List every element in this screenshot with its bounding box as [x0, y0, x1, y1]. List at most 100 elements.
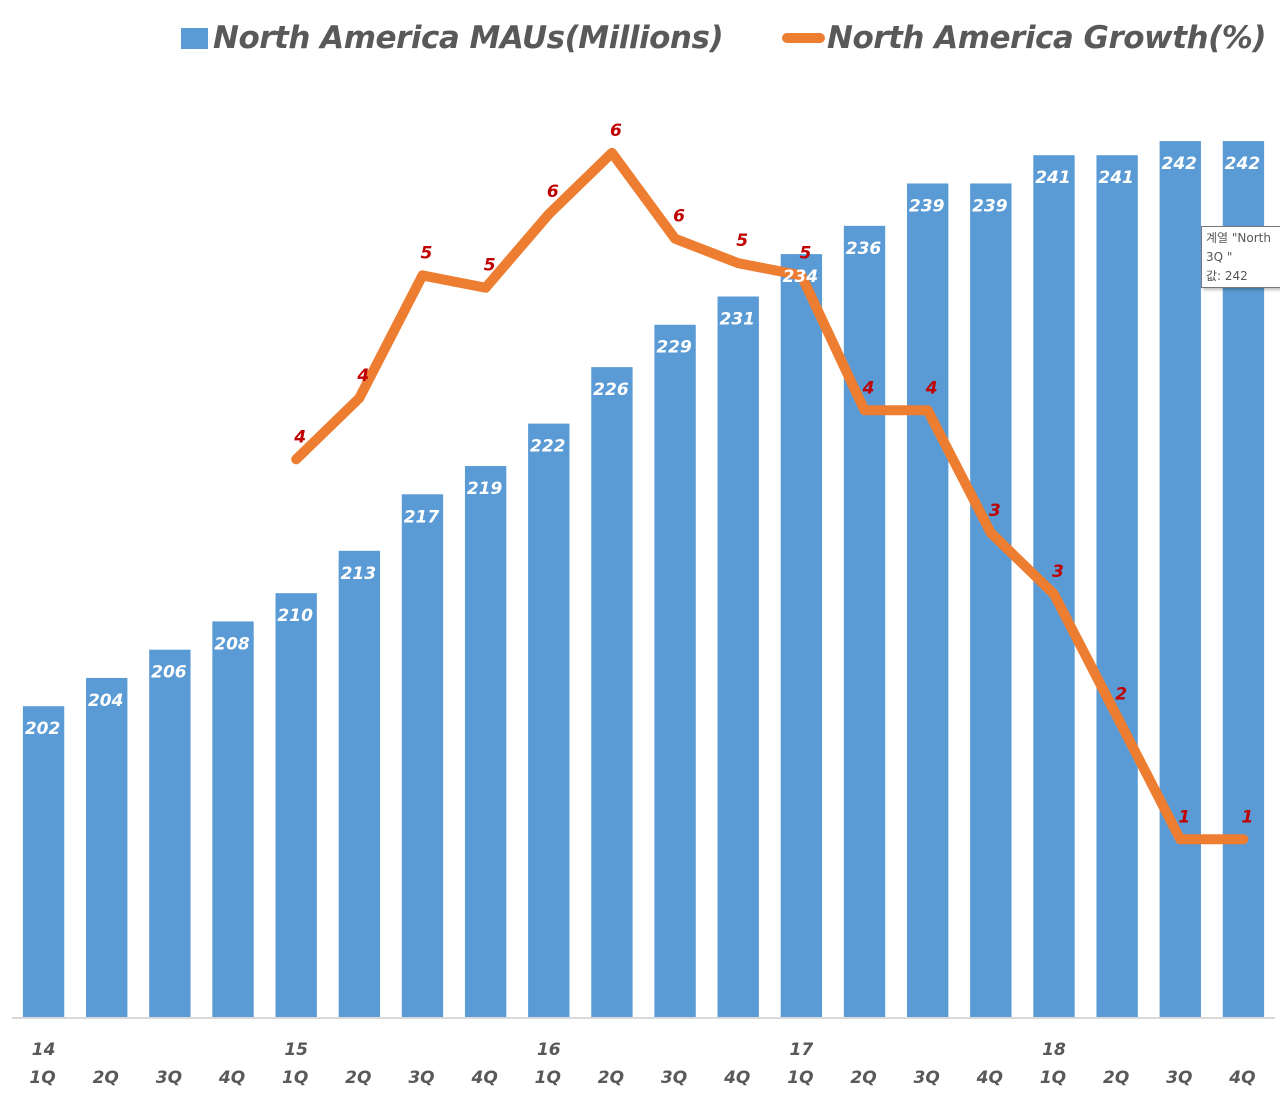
line-value-label: 5: [736, 231, 748, 251]
x-tick-quarter: 2Q: [93, 1068, 119, 1088]
x-tick-quarter: 3Q: [661, 1068, 687, 1088]
bar-value-label: 239: [909, 196, 945, 216]
bar-value-label: 229: [656, 338, 692, 358]
line-point[interactable]: [733, 258, 743, 268]
legend-swatch-bar-icon: [181, 27, 208, 49]
line-data-labels: 4 4 5 5 6 6 6 5 5 4 4 3 3 2 1 1: [293, 121, 1253, 827]
legend-item-mau[interactable]: North America MAUs(Millions): [181, 20, 724, 56]
line-value-label: 5: [799, 243, 811, 263]
x-axis-ticks: 1Q 14 2Q 3Q 4Q 1Q 15 2Q 3Q 4Q 1Q 16 2Q 3Q 4Q 1Q 17 2Q 3Q 4Q…: [29, 1040, 1255, 1088]
bar[interactable]: [654, 324, 696, 1017]
line-point[interactable]: [544, 209, 554, 219]
legend-item-growth[interactable]: North America Growth(%): [782, 20, 1266, 56]
x-tick-quarter: 1Q: [1040, 1068, 1066, 1088]
line-point[interactable]: [1112, 712, 1122, 722]
bar-value-label: 241: [1098, 168, 1134, 188]
bar-value-label: 242: [1225, 154, 1261, 174]
bar[interactable]: [843, 225, 886, 1017]
bar[interactable]: [1096, 155, 1138, 1017]
line-value-label: 5: [484, 256, 496, 276]
line-value-label: 4: [862, 378, 875, 398]
bar[interactable]: [906, 183, 949, 1017]
x-tick-year: 16: [537, 1040, 561, 1060]
bar[interactable]: [338, 550, 381, 1017]
line-point[interactable]: [986, 528, 996, 538]
x-tick-quarter: 1Q: [282, 1068, 308, 1088]
x-tick-quarter: 3Q: [156, 1068, 182, 1088]
line-point[interactable]: [607, 148, 617, 158]
line-point[interactable]: [481, 283, 491, 293]
line-value-label: 4: [925, 378, 938, 398]
x-tick-quarter: 1Q: [535, 1068, 561, 1088]
x-tick-quarter: 3Q: [408, 1068, 434, 1088]
x-tick-quarter: 2Q: [1103, 1068, 1129, 1088]
x-tick-quarter: 3Q: [1166, 1068, 1192, 1088]
line-point[interactable]: [1238, 834, 1248, 844]
tooltip-series: 계열 "North: [1206, 231, 1271, 245]
line-series: [291, 147, 1249, 845]
line-point[interactable]: [860, 405, 870, 415]
bar[interactable]: [970, 183, 1012, 1017]
x-tick-quarter: 4Q: [723, 1068, 750, 1088]
line-point[interactable]: [923, 405, 933, 415]
bar[interactable]: [780, 254, 823, 1018]
line-value-label: 2: [1115, 685, 1127, 705]
chart-legend: North America MAUs(Millions) North Ameri…: [0, 12, 1280, 62]
bar-data-labels: 2022042062082102132172192222262292312342…: [25, 154, 1260, 739]
bar-value-label: 217: [404, 507, 440, 527]
line-value-label: 5: [421, 243, 433, 263]
line-point[interactable]: [1049, 589, 1059, 599]
tooltip-point: 3Q ": [1206, 250, 1233, 264]
bar[interactable]: [717, 296, 759, 1018]
bar[interactable]: [1159, 141, 1201, 1017]
bar-value-label: 231: [719, 309, 755, 329]
x-tick-quarter: 2Q: [850, 1068, 876, 1088]
bar[interactable]: [22, 706, 65, 1017]
line-point[interactable]: [670, 234, 680, 244]
x-tick-quarter: 4Q: [1228, 1068, 1255, 1088]
bar[interactable]: [464, 466, 507, 1017]
line-point[interactable]: [417, 270, 427, 280]
line-value-label: 4: [293, 427, 306, 447]
bar-value-label: 213: [341, 564, 377, 584]
bar[interactable]: [591, 367, 633, 1017]
x-tick-quarter: 1Q: [787, 1068, 813, 1088]
line-point[interactable]: [354, 393, 364, 403]
legend-label-mau: North America MAUs(Millions): [213, 20, 724, 56]
legend-swatch-line-icon: [782, 33, 825, 43]
line-point[interactable]: [291, 454, 301, 464]
bar[interactable]: [275, 593, 317, 1017]
x-tick-quarter: 4Q: [976, 1068, 1003, 1088]
legend-label-growth: North America Growth(%): [827, 20, 1266, 56]
bar-value-label: 204: [88, 691, 124, 711]
bar-value-label: 210: [277, 606, 313, 626]
x-tick-quarter: 2Q: [598, 1068, 624, 1088]
hover-tooltip: 계열 "North 3Q " 값: 242: [1201, 226, 1280, 288]
growth-line[interactable]: [291, 147, 1249, 845]
line-point[interactable]: [1175, 834, 1185, 844]
bar[interactable]: [212, 621, 254, 1017]
x-tick-quarter: 4Q: [218, 1068, 245, 1088]
x-tick-year: 15: [284, 1040, 308, 1060]
bar[interactable]: [149, 649, 191, 1017]
x-tick-quarter: 3Q: [914, 1068, 940, 1088]
bar-value-label: 219: [467, 479, 503, 499]
bar-series: [22, 141, 1265, 1018]
line-value-label: 1: [1178, 807, 1190, 827]
bar-value-label: 226: [593, 380, 629, 400]
bar[interactable]: [401, 494, 444, 1017]
line-value-label: 4: [356, 366, 369, 386]
bar-value-label: 202: [25, 719, 61, 739]
x-tick-year: 14: [32, 1040, 56, 1060]
bar-value-label: 206: [151, 663, 187, 683]
bar-value-label: 234: [783, 267, 819, 287]
line-value-label: 6: [610, 121, 622, 141]
tooltip-value: 값: 242: [1206, 269, 1248, 283]
line-value-label: 3: [1052, 562, 1064, 582]
bar[interactable]: [528, 423, 570, 1018]
bar[interactable]: [86, 677, 128, 1017]
bar-value-label: 236: [846, 239, 882, 259]
bar-value-label: 222: [530, 437, 566, 457]
x-tick-quarter: 1Q: [29, 1068, 55, 1088]
